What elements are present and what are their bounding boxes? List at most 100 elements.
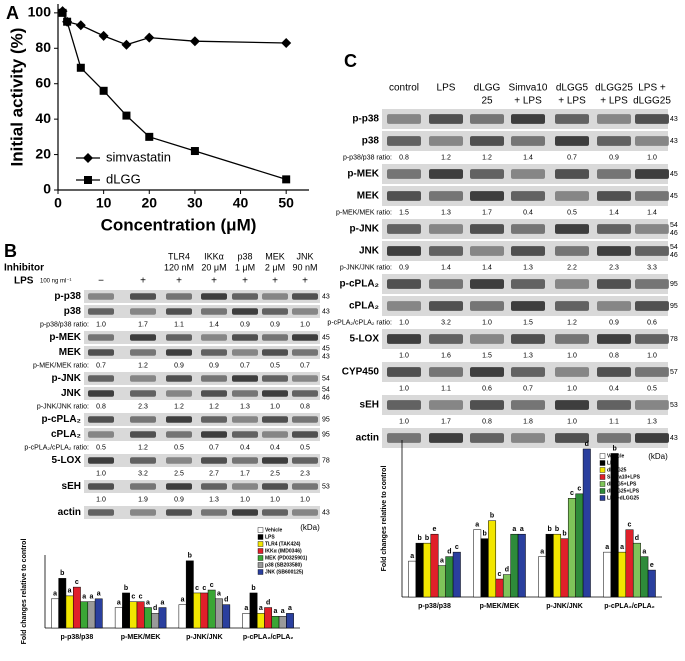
blot-band [387, 301, 421, 311]
x-tick-label: p-MEK/MEK [480, 603, 520, 610]
blot-band [232, 431, 258, 438]
blot-band [262, 431, 288, 438]
blot-band [232, 416, 258, 423]
bar [264, 607, 273, 629]
ratio-value: 0.5 [300, 444, 310, 451]
treatment-name: MEK [265, 251, 285, 261]
blot-band [292, 390, 318, 397]
bar-letter: b [483, 531, 487, 538]
ratio-value: 1.7 [441, 418, 451, 425]
mw-label: 43 [322, 308, 330, 315]
ratio-value: 1.3 [647, 418, 657, 425]
blot-band [597, 367, 631, 377]
blot-band [597, 301, 631, 311]
bar [473, 529, 482, 598]
legend-swatch [599, 460, 606, 466]
mw-label: 46 [670, 252, 678, 259]
blot-label: actin [356, 433, 379, 444]
mw-label: 46 [322, 394, 330, 401]
blot-band [635, 334, 669, 344]
blot-band [511, 114, 545, 124]
blot-band [511, 246, 545, 256]
ratio-value: 2.3 [138, 403, 148, 410]
blot-band [88, 308, 114, 315]
blot-band [597, 136, 631, 146]
blot-band [130, 293, 156, 300]
lps-sign: + [242, 276, 248, 287]
blot-band [597, 334, 631, 344]
ratio-value: 1.4 [209, 321, 219, 328]
column-label: Simva10 [509, 83, 548, 94]
blot-band [88, 416, 114, 423]
blot-band [201, 349, 227, 356]
blot-band [635, 246, 669, 256]
blot-band [511, 279, 545, 289]
bar [560, 538, 569, 598]
bar-letter: c [131, 594, 135, 601]
bar-letter: a [259, 605, 263, 612]
ratio-value: 1.8 [523, 418, 533, 425]
x-tick-label: p-MEK/MEK [121, 634, 161, 641]
blot-band [511, 334, 545, 344]
y-axis-title: Fold changes relative to control [21, 539, 28, 645]
ratio-value: 1.4 [523, 154, 533, 161]
blot-band [597, 400, 631, 410]
bar [640, 556, 649, 598]
blot-band [511, 400, 545, 410]
y-tick-label: 80 [35, 39, 51, 55]
blot-band [88, 375, 114, 382]
ratio-value: 0.4 [240, 444, 250, 451]
bar-letter: a [281, 608, 285, 615]
bar [603, 551, 612, 598]
blot-band [201, 334, 227, 341]
blot-band [387, 367, 421, 377]
ratio-value: 1.7 [138, 321, 148, 328]
ratio-value: 2.5 [174, 470, 184, 477]
blot-band [429, 224, 463, 234]
blot-band [130, 349, 156, 356]
ratio-value: 3.2 [138, 470, 148, 477]
blot-band [262, 375, 288, 382]
ratio-value: 2.2 [567, 264, 577, 271]
blot-band [635, 224, 669, 234]
blot-band [292, 509, 318, 516]
legend-label: dLGG5+LPS [607, 481, 637, 487]
blot-band [166, 293, 192, 300]
blot-band [470, 136, 504, 146]
blot-band [292, 293, 318, 300]
legend-label: IKKα (IMD0346) [265, 548, 302, 554]
y-tick-label: 100 [28, 4, 52, 20]
bar [632, 542, 641, 598]
bar-letter: a [217, 591, 221, 598]
ratio-value: 0.8 [482, 418, 492, 425]
ratio-value: 2.3 [300, 470, 310, 477]
column-label: LPS + [638, 83, 666, 94]
bar-letter: a [540, 548, 544, 555]
bar-letter: c [75, 579, 79, 586]
ratio-value: 1.0 [482, 319, 492, 326]
bar [445, 556, 454, 598]
data-point [282, 175, 291, 184]
bar [129, 601, 138, 629]
blot-band [470, 334, 504, 344]
y-tick-label: 60 [35, 74, 51, 90]
ratio-value: 1.2 [441, 154, 451, 161]
blot-band [232, 334, 258, 341]
data-point [99, 86, 108, 95]
bar-letter: c [577, 486, 581, 493]
blot-band [201, 390, 227, 397]
bar [618, 551, 627, 598]
blot-band [387, 400, 421, 410]
ratio-value: 1.2 [209, 403, 219, 410]
bar [567, 498, 576, 598]
ratio-value: 0.9 [174, 362, 184, 369]
lps-label: LPS [14, 276, 34, 287]
blot-band [262, 349, 288, 356]
bar [122, 592, 130, 629]
column-label: control [389, 83, 419, 94]
blot-band [130, 375, 156, 382]
bar-letter: a [146, 599, 150, 606]
mw-label: 53 [670, 402, 678, 409]
blot-band [511, 367, 545, 377]
ratio-value: 1.3 [240, 403, 250, 410]
